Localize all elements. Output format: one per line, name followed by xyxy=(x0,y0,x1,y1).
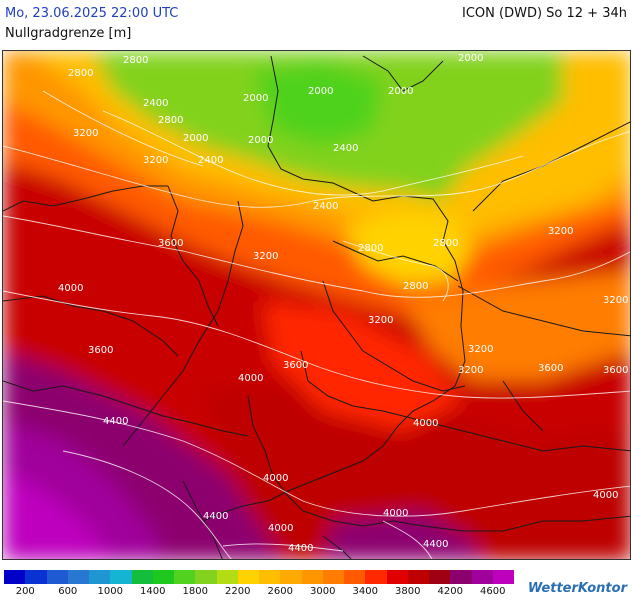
contour-label: 2000 xyxy=(458,53,483,64)
legend-tick-label: 1400 xyxy=(140,586,166,597)
legend-tick-label: 4200 xyxy=(437,586,463,597)
contour-label: 4000 xyxy=(413,418,438,429)
legend-swatch xyxy=(322,570,344,584)
contour-label: 3600 xyxy=(158,238,183,249)
contour-label: 4000 xyxy=(383,508,408,519)
legend-swatch xyxy=(280,570,302,584)
contour-label: 4000 xyxy=(58,283,83,294)
contour-label: 3600 xyxy=(538,363,563,374)
contour-label: 2400 xyxy=(313,201,338,212)
legend-swatch xyxy=(152,570,174,584)
legend-swatch xyxy=(237,570,259,584)
legend-swatch xyxy=(110,570,132,584)
contour-label: 3200 xyxy=(458,365,483,376)
contour-label: 3200 xyxy=(368,315,393,326)
contour-label: 3600 xyxy=(88,345,113,356)
legend-tick-label: 3000 xyxy=(310,586,336,597)
contour-label: 2000 xyxy=(243,93,268,104)
contour-label: 3200 xyxy=(468,344,493,355)
contour-label: 3200 xyxy=(603,295,628,306)
legend-swatch xyxy=(259,570,281,584)
contour-label: 4000 xyxy=(263,473,288,484)
contour-label: 2000 xyxy=(388,86,413,97)
contour-label: 3200 xyxy=(253,251,278,262)
contour-label: 2400 xyxy=(333,143,358,154)
contour-label: 4000 xyxy=(238,373,263,384)
contour-label: 4400 xyxy=(288,543,313,554)
legend-swatch xyxy=(216,570,238,584)
legend-swatch xyxy=(386,570,408,584)
contour-label: 2400 xyxy=(198,155,223,166)
legend-swatch xyxy=(46,570,68,584)
legend-swatch xyxy=(492,570,514,584)
contour-label: 4400 xyxy=(203,511,228,522)
legend-tick-label: 4600 xyxy=(480,586,506,597)
contour-label: 2800 xyxy=(433,238,458,249)
legend-swatch xyxy=(407,570,429,584)
contour-label: 3600 xyxy=(283,360,308,371)
legend-swatch xyxy=(471,570,493,584)
map-panel: 2800 2800 2000 2000 2000 2000 2400 2800 2000 2000… xyxy=(2,50,631,560)
legend-swatch xyxy=(4,570,26,584)
legend-tick-label: 2600 xyxy=(267,586,293,597)
legend-swatch xyxy=(25,570,47,584)
brand-logo: WetterKontor xyxy=(527,581,627,596)
legend-swatch xyxy=(450,570,472,584)
legend-swatch xyxy=(429,570,451,584)
contour-label: 4000 xyxy=(268,523,293,534)
contour-label: 4400 xyxy=(103,416,128,427)
contour-label: 4000 xyxy=(593,490,618,501)
legend-swatch xyxy=(89,570,111,584)
legend-swatch xyxy=(365,570,387,584)
forecast-datetime: Mo, 23.06.2025 22:00 UTC xyxy=(5,6,179,21)
legend-tick-label: 2200 xyxy=(225,586,251,597)
legend-ticks: 200 600 1000 1400 1800 2200 2600 3000 3400 3800 42… xyxy=(4,586,524,600)
legend-swatch xyxy=(344,570,366,584)
contour-label: 3200 xyxy=(548,226,573,237)
contour-label: 2800 xyxy=(68,68,93,79)
contour-label: 3200 xyxy=(143,155,168,166)
contour-label: 4400 xyxy=(423,539,448,550)
model-run-label: ICON (DWD) So 12 + 34h xyxy=(462,6,627,21)
legend-tick-label: 200 xyxy=(15,586,35,597)
contour-label: 2400 xyxy=(143,98,168,109)
contour-label: 2800 xyxy=(358,243,383,254)
parameter-title: Nullgradgrenze [m] xyxy=(5,26,132,41)
contour-label: 2000 xyxy=(248,135,273,146)
legend-tick-label: 3400 xyxy=(352,586,378,597)
contour-label: 3200 xyxy=(73,128,98,139)
legend-swatch xyxy=(301,570,323,584)
contour-label: 2000 xyxy=(308,86,333,97)
legend-swatch xyxy=(195,570,217,584)
legend-tick-label: 3800 xyxy=(395,586,421,597)
legend-swatch xyxy=(67,570,89,584)
legend-tick-label: 1800 xyxy=(182,586,208,597)
contour-lines xyxy=(3,90,630,559)
legend-tick-label: 600 xyxy=(58,586,78,597)
freezing-level-field xyxy=(3,51,630,559)
contour-label: 2800 xyxy=(403,281,428,292)
legend-tick-label: 1000 xyxy=(97,586,123,597)
country-borders xyxy=(3,55,630,559)
contour-label: 2800 xyxy=(158,115,183,126)
color-legend xyxy=(4,570,514,584)
legend-swatch xyxy=(174,570,196,584)
contour-label: 2000 xyxy=(183,133,208,144)
legend-swatch xyxy=(131,570,153,584)
contour-label: 2800 xyxy=(123,55,148,66)
contour-label: 3600 xyxy=(603,365,628,376)
